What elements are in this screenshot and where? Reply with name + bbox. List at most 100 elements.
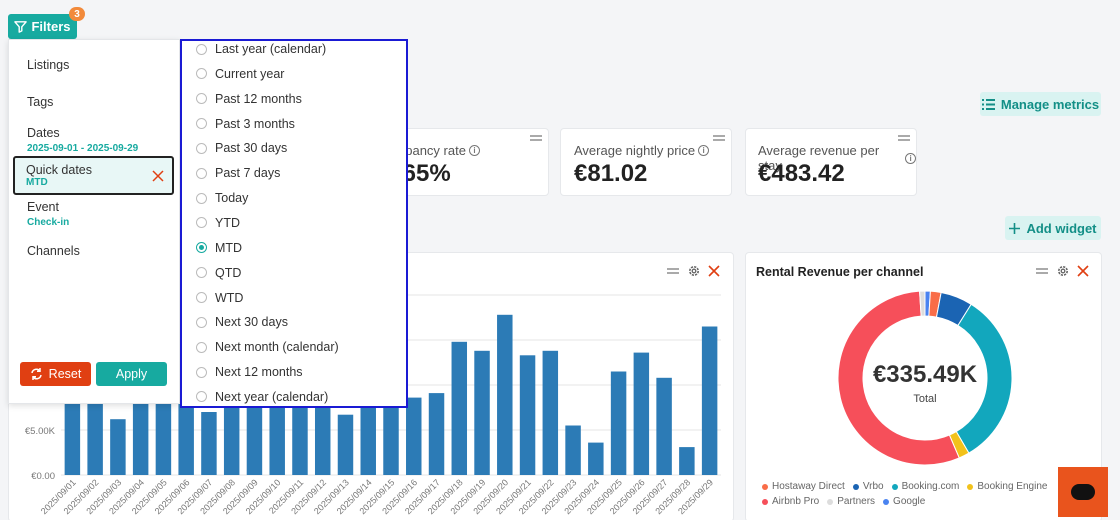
quick-date-option-label: Next 12 months [215,365,303,380]
filter-dates[interactable]: Dates 2025-09-01 - 2025-09-29 [27,126,138,154]
info-icon[interactable]: i [468,145,480,156]
quick-date-option[interactable]: YTD [196,213,240,233]
bar[interactable] [87,387,103,475]
bar[interactable] [588,442,604,475]
quick-date-option[interactable]: Next 12 months [196,362,303,382]
radio-icon[interactable] [196,341,207,353]
quick-date-option[interactable]: Next 30 days [196,312,288,332]
legend-item[interactable]: Airbnb Pro [762,496,819,507]
legend-item[interactable]: Hostaway Direct [762,481,845,492]
close-icon[interactable] [708,265,720,277]
radio-icon[interactable] [196,217,207,229]
radio-icon[interactable] [196,292,207,303]
quick-date-option[interactable]: MTD [196,238,242,258]
metric-card-occupancy: upancy rate i .65% [385,128,549,196]
legend-item[interactable]: Google [883,496,925,507]
apply-button[interactable]: Apply [96,362,167,386]
radio-icon[interactable] [196,391,207,403]
quick-date-option[interactable]: QTD [196,263,241,283]
radio-icon[interactable] [196,242,207,254]
bar[interactable] [383,402,399,475]
radio-icon[interactable] [196,118,207,130]
legend-label: Vrbo [862,481,884,492]
filter-listings[interactable]: Listings [27,58,70,72]
filters-panel: Listings Tags Dates 2025-09-01 - 2025-09… [8,39,180,404]
drag-handle-icon[interactable] [530,135,542,141]
help-chat-button[interactable] [1058,467,1108,517]
filter-event[interactable]: Event Check-in [27,200,69,228]
bar[interactable] [337,414,354,475]
gear-icon[interactable] [687,264,701,278]
donut-chart [837,290,1013,466]
quick-date-option-label: Past 30 days [215,141,288,156]
quick-date-option[interactable]: WTD [196,288,243,308]
channel-revenue-card: Rental Revenue per channel €335.49K Tota… [745,252,1102,520]
filter-quick-dates[interactable]: Quick dates MTD [13,156,174,195]
filter-event-label: Event [27,200,59,214]
quick-date-option[interactable]: Next year (calendar) [196,387,328,406]
filter-dates-label: Dates [27,126,60,140]
bar[interactable] [610,371,627,476]
quick-date-option-label: Past 7 days [215,166,281,181]
drag-handle-icon[interactable] [898,135,910,141]
reset-button[interactable]: Reset [20,362,91,386]
bar[interactable] [451,341,468,475]
filter-tags[interactable]: Tags [27,95,54,109]
drag-handle-icon[interactable] [667,268,679,274]
legend-item[interactable]: Partners [827,496,875,507]
bar[interactable] [428,393,445,475]
bar[interactable] [701,326,718,476]
clear-icon[interactable] [152,170,164,182]
bar[interactable] [474,350,490,475]
legend-label: Airbnb Pro [772,496,820,507]
bar[interactable] [497,314,513,475]
radio-icon[interactable] [196,93,207,105]
close-icon[interactable] [1077,265,1089,277]
radio-icon[interactable] [196,68,207,80]
filter-channels[interactable]: Channels [27,244,80,258]
donut-slice[interactable] [837,290,960,466]
radio-icon[interactable] [196,142,207,154]
filter-quick-dates-label: Quick dates [26,163,93,177]
drag-handle-icon[interactable] [1036,268,1048,274]
bar[interactable] [110,419,126,475]
filters-button-label: Filters [31,19,71,34]
legend-label: Hostaway Direct [772,481,845,492]
legend-item[interactable]: Booking.com [891,481,959,492]
bar[interactable] [201,412,217,475]
radio-icon[interactable] [196,192,207,204]
info-icon[interactable]: i [698,145,710,156]
quick-date-option[interactable]: Today [196,188,248,208]
donut-slice[interactable] [919,290,926,317]
quick-date-option[interactable]: Next month (calendar) [196,337,339,357]
bar[interactable] [633,352,650,475]
bar[interactable] [519,355,536,475]
radio-icon[interactable] [196,366,207,378]
quick-date-option[interactable]: Last year (calendar) [196,41,326,59]
bar[interactable] [565,425,581,476]
quick-date-option[interactable]: Current year [196,64,284,84]
quick-date-option[interactable]: Past 3 months [196,114,295,134]
quick-date-option[interactable]: Past 30 days [196,138,287,158]
metric-label: Average revenue per stay [758,143,880,173]
legend-item[interactable]: Booking Engine [967,481,1047,492]
quick-date-option[interactable]: Past 7 days [196,163,280,183]
radio-icon[interactable] [196,167,207,179]
filters-button[interactable]: Filters [8,14,77,39]
info-icon[interactable]: i [905,152,916,164]
drag-handle-icon[interactable] [713,135,725,141]
filter-quick-dates-value: MTD [26,177,48,188]
quick-date-option[interactable]: Past 12 months [196,89,302,109]
manage-metrics-button[interactable]: Manage metrics [980,92,1101,116]
gear-icon[interactable] [1056,264,1070,278]
legend-item[interactable]: Vrbo [852,481,884,492]
bar[interactable] [542,350,559,475]
bar[interactable] [679,447,695,475]
radio-icon[interactable] [196,267,207,279]
add-widget-button[interactable]: Add widget [1005,216,1101,240]
radio-icon[interactable] [196,316,207,328]
metric-card-revenue-per-stay: Average revenue per stay i €483.42 [745,128,917,196]
radio-icon[interactable] [196,43,207,55]
bar[interactable] [406,397,422,475]
bar[interactable] [656,377,672,475]
